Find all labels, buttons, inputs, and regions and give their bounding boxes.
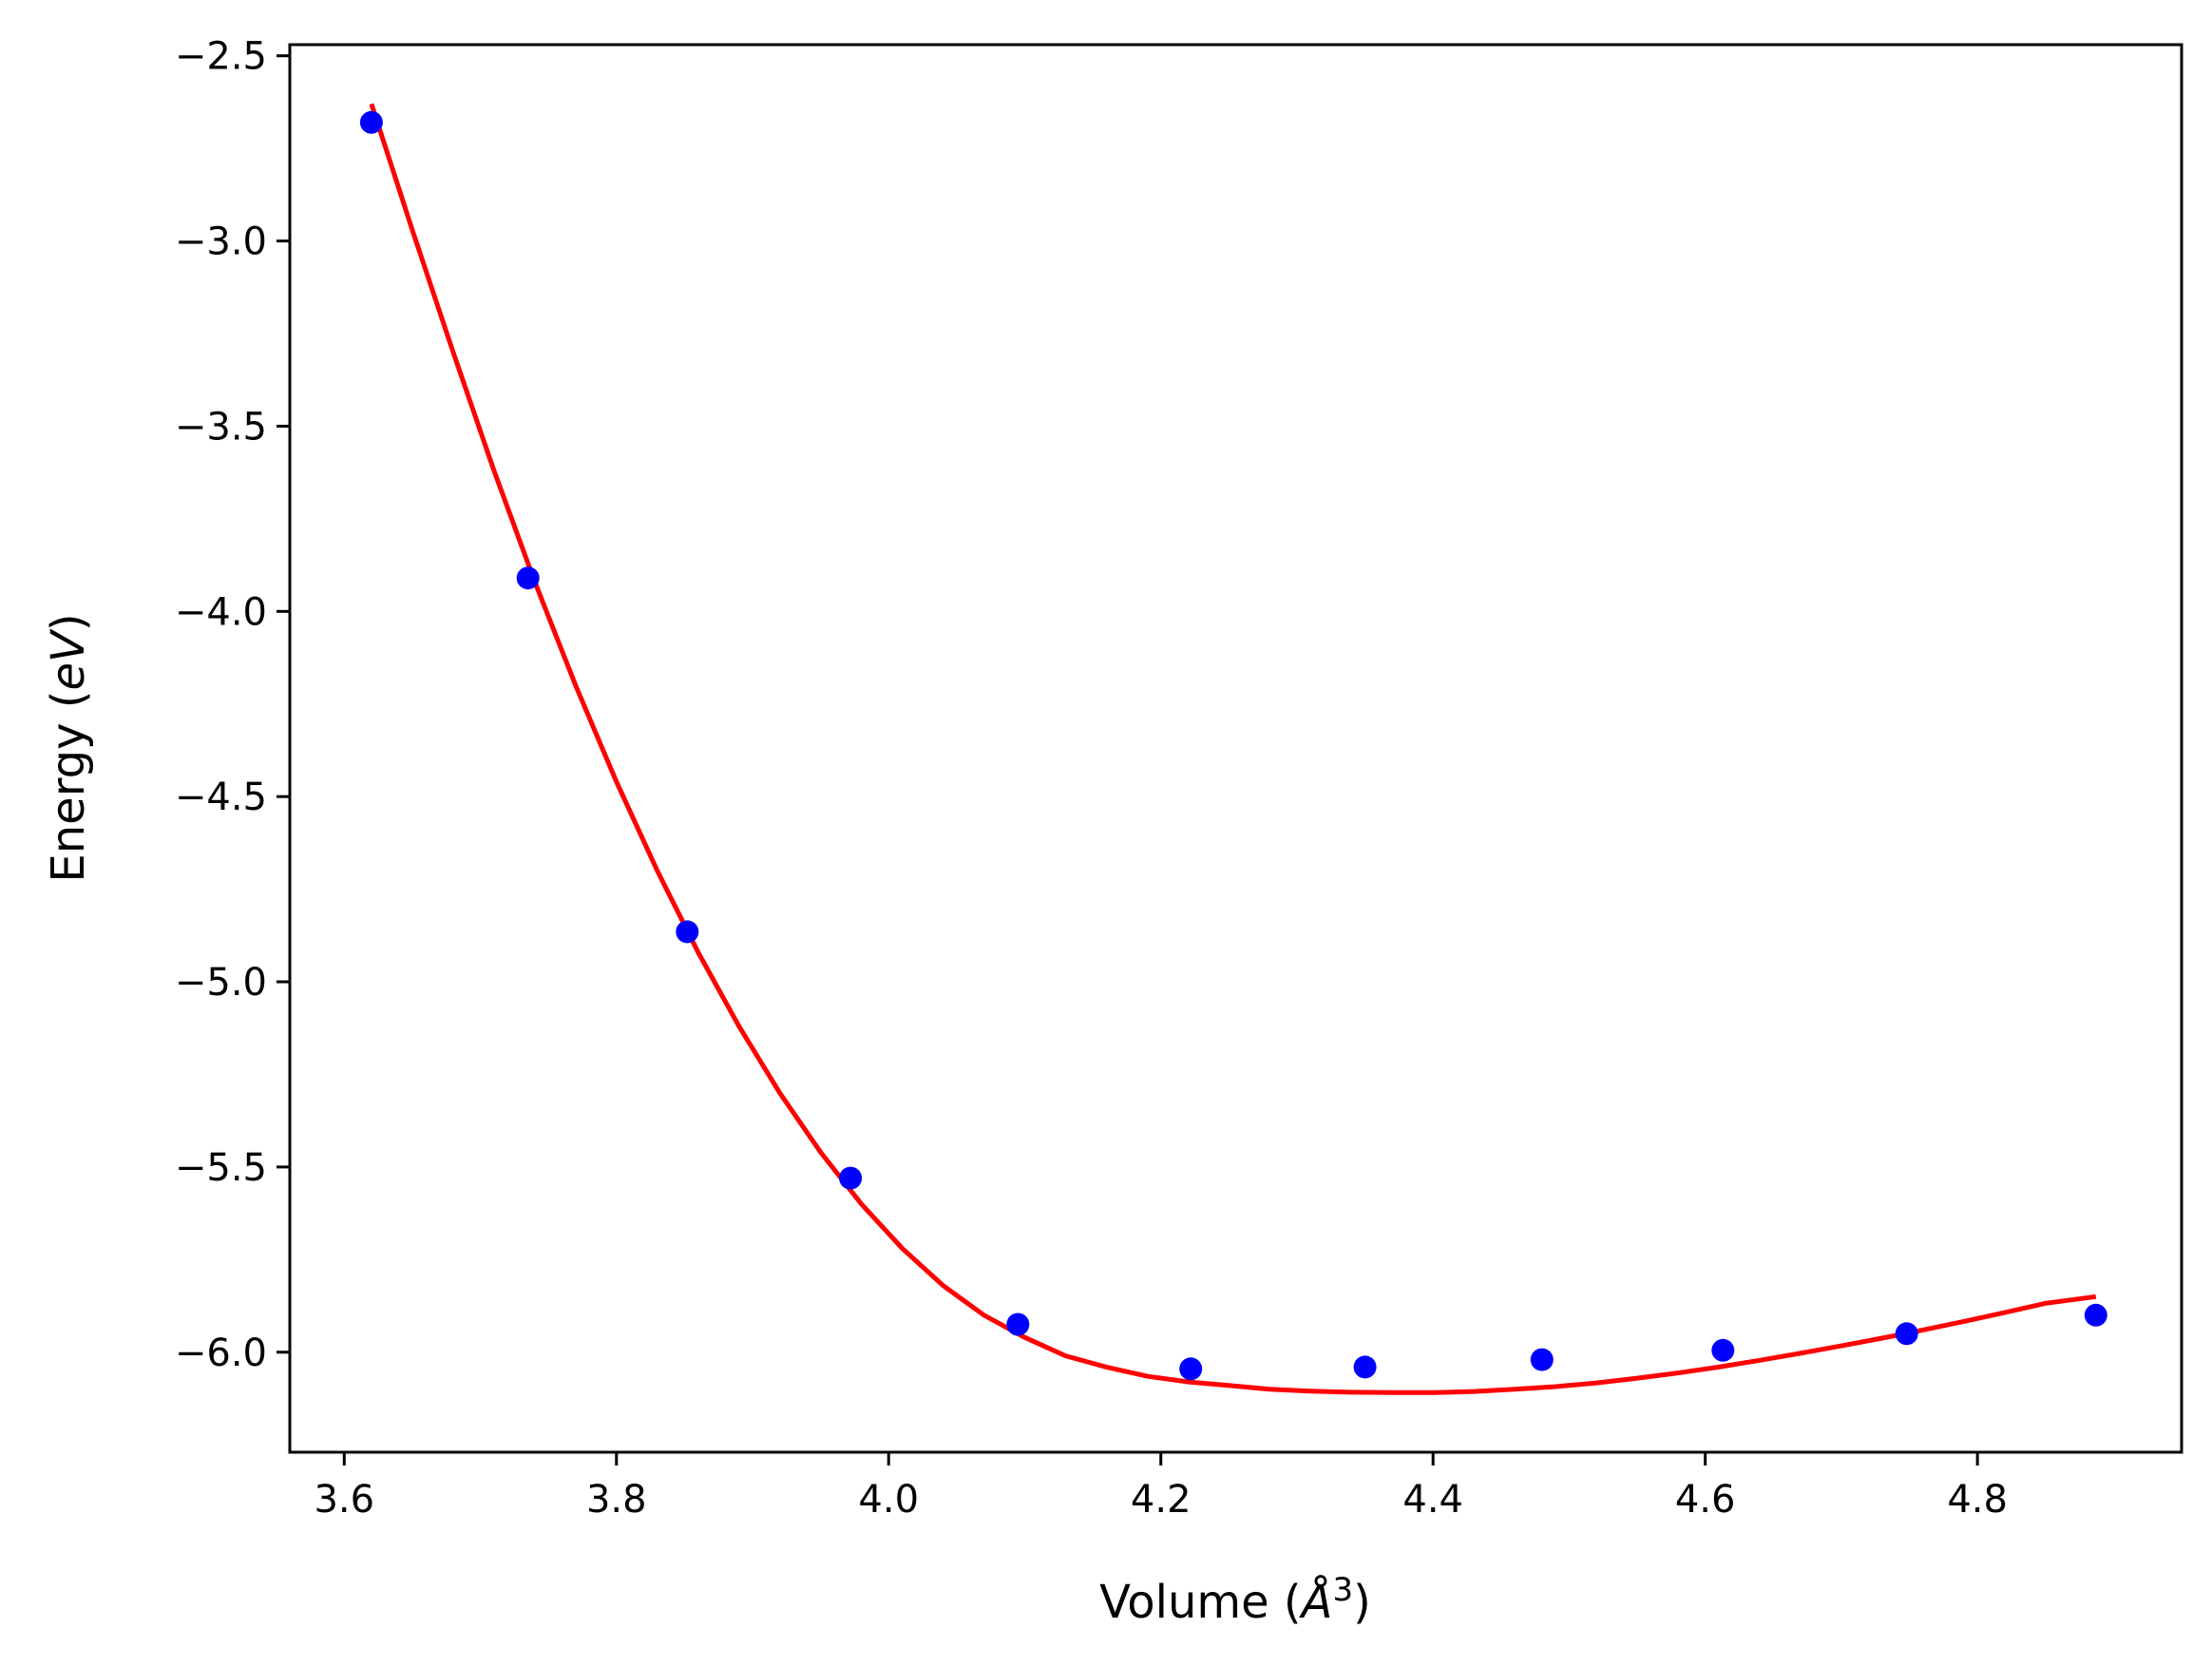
x-tick-label: 4.6 <box>1675 1478 1736 1522</box>
y-axis-ticks: −2.5 −3.0 −3.5 −4.0 −4.5 −5.0 −5.5 −6.0 <box>175 35 290 1375</box>
x-axis-ticks: 3.6 3.8 4.0 4.2 4.4 4.6 4.8 <box>314 1452 2008 1522</box>
x-axis-label-text: Volume ( <box>1099 1576 1302 1629</box>
fit-curve-layer <box>369 103 2097 1395</box>
y-axis-label-text: Energy ( <box>42 691 95 883</box>
y-tick-label: −3.0 <box>175 220 267 264</box>
x-axis-label-symbol: Å <box>1299 1575 1333 1629</box>
y-axis-label: Energy (eV) <box>42 613 95 882</box>
data-point <box>1895 1322 1918 1346</box>
x-tick-label: 3.8 <box>586 1478 647 1522</box>
data-point <box>1711 1338 1735 1362</box>
y-tick-label: −2.5 <box>175 35 267 79</box>
data-point <box>2084 1303 2107 1327</box>
data-point <box>676 920 699 944</box>
y-tick-label: −6.0 <box>175 1332 267 1375</box>
x-axis-label-superscript: 3 <box>1332 1571 1353 1609</box>
data-point <box>1006 1313 1030 1336</box>
x-axis-label-close: ) <box>1353 1576 1371 1629</box>
axes-frame <box>288 43 2183 1454</box>
y-tick-label: −5.5 <box>175 1146 267 1190</box>
x-axis-label: Volume (Å3) <box>1099 1571 1371 1629</box>
fit-curve-line <box>369 103 2097 1395</box>
data-point <box>1353 1355 1377 1379</box>
y-tick-label: −5.0 <box>175 961 267 1005</box>
y-axis-label-unit: eV <box>42 628 95 691</box>
x-tick-label: 4.2 <box>1131 1478 1192 1522</box>
x-tick-label: 4.0 <box>858 1478 919 1522</box>
y-tick-label: −4.5 <box>175 776 267 819</box>
data-point <box>1179 1357 1203 1381</box>
data-points-layer <box>359 110 2107 1381</box>
y-tick-label: −4.0 <box>175 590 267 634</box>
data-point <box>839 1166 863 1190</box>
x-tick-label: 3.6 <box>314 1478 374 1522</box>
data-point <box>516 566 540 590</box>
data-point <box>359 110 383 134</box>
x-tick-label: 4.4 <box>1402 1478 1463 1522</box>
data-point <box>1530 1348 1554 1371</box>
y-axis-label-close: ) <box>42 613 95 631</box>
y-tick-label: −3.5 <box>175 405 267 449</box>
x-tick-label: 4.8 <box>1947 1478 2008 1522</box>
